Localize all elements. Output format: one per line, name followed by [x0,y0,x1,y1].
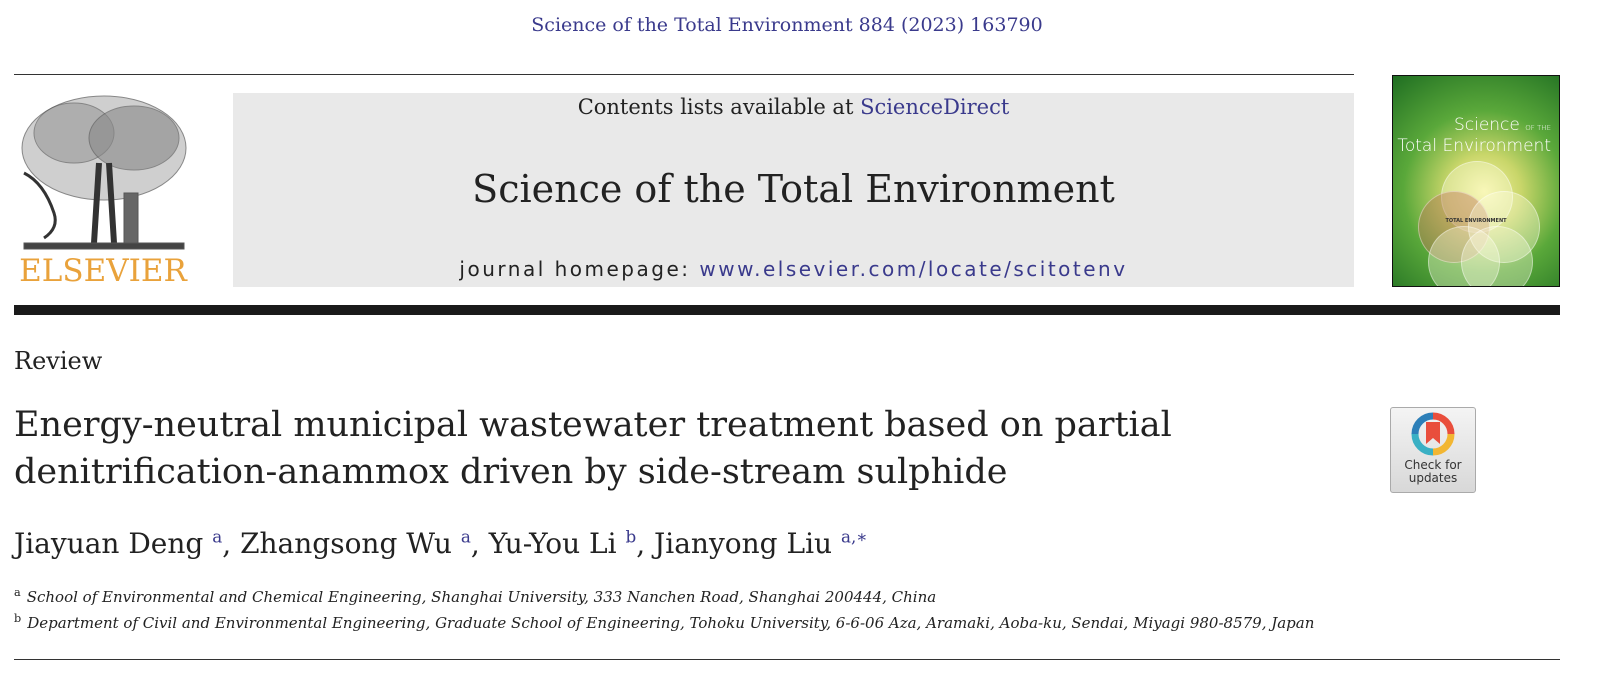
homepage-label: journal homepage: [459,257,700,281]
journal-masthead: Contents lists available at ScienceDirec… [233,93,1354,287]
divider [14,659,1560,660]
cover-petal [1461,226,1533,286]
contents-label: Contents lists available at [577,95,861,119]
elsevier-logo[interactable]: ELSEVIER [14,93,192,289]
sciencedirect-link[interactable]: ScienceDirect [860,95,1010,119]
journal-title: Science of the Total Environment [472,167,1115,211]
check-updates-label: Check for [1404,458,1462,472]
elsevier-wordmark: ELSEVIER [19,253,188,289]
author[interactable]: Yu-You Li b [488,527,637,561]
check-for-updates-button[interactable]: Check for updates [1390,407,1476,493]
check-updates-icon [1411,412,1455,456]
homepage-line: journal homepage: www.elsevier.com/locat… [233,257,1354,281]
header-bar [14,305,1560,315]
article-type: Review [14,347,103,375]
author[interactable]: Zhangsong Wu a [240,527,471,561]
affiliation: a School of Environmental and Chemical En… [14,586,937,606]
journal-cover-image[interactable]: Science OF THE Total Environment TOTAL EN… [1392,75,1560,287]
affiliation: b Department of Civil and Environmental E… [14,612,1315,632]
divider [14,74,1354,75]
author-list: Jiayuan Deng a, Zhangsong Wu a, Yu-You L… [14,527,868,561]
contents-line: Contents lists available at ScienceDirec… [233,95,1354,119]
elsevier-tree-icon: ELSEVIER [19,95,189,289]
check-updates-label: updates [1408,471,1458,485]
article-title: Energy-neutral municipal wastewater trea… [14,402,1314,496]
cover-center-label: TOTAL ENVIRONMENT [1445,218,1507,224]
author[interactable]: Jiayuan Deng a [14,527,223,561]
homepage-link[interactable]: www.elsevier.com/locate/scitotenv [699,257,1128,281]
cover-title: Science OF THE Total Environment [1397,115,1551,156]
author[interactable]: Jianyong Liu a,∗ [654,527,868,561]
journal-citation[interactable]: Science of the Total Environment 884 (20… [531,14,1043,36]
title-line: denitrification-anammox driven by side-s… [14,452,1008,492]
affiliations: a School of Environmental and Chemical En… [14,582,1314,634]
title-line: Energy-neutral municipal wastewater trea… [14,405,1172,445]
